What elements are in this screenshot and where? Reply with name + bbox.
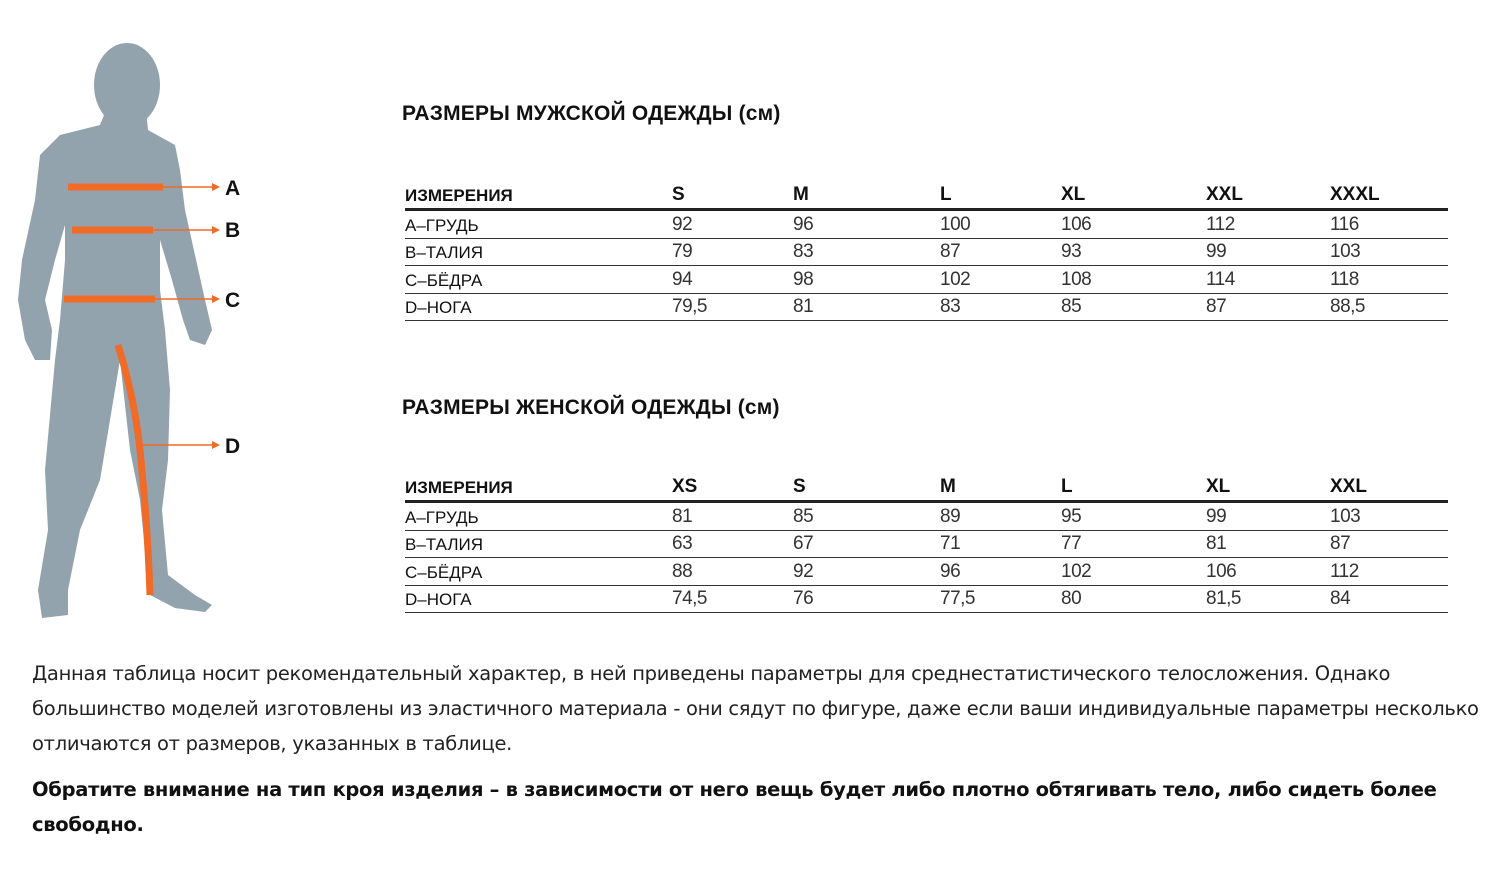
cell-value: 71 bbox=[940, 533, 961, 554]
cell-value: 81,5 bbox=[1206, 588, 1241, 609]
table-header-row: ИЗМЕРЕНИЯ S M L XL XXL XXXL bbox=[405, 184, 1448, 211]
measure-label: A–ГРУДЬ bbox=[405, 215, 479, 235]
cell-value: 85 bbox=[1061, 296, 1082, 317]
cell-value: 63 bbox=[672, 533, 693, 554]
header-size: S bbox=[672, 184, 685, 205]
header-measure: ИЗМЕРЕНИЯ bbox=[405, 478, 513, 497]
cell-value: 99 bbox=[1206, 505, 1227, 527]
arrow-icons bbox=[212, 183, 220, 449]
header-size: M bbox=[940, 476, 956, 497]
cell-value: 77 bbox=[1061, 533, 1082, 554]
cell-value: 103 bbox=[1330, 505, 1361, 527]
cell-value: 80 bbox=[1061, 588, 1082, 609]
body-silhouette bbox=[18, 43, 212, 618]
cell-value: 79,5 bbox=[672, 296, 707, 317]
header-size: L bbox=[940, 184, 952, 205]
label-a: A bbox=[225, 177, 240, 200]
cell-value: 88,5 bbox=[1330, 296, 1365, 317]
header-measure: ИЗМЕРЕНИЯ bbox=[405, 186, 513, 205]
cell-value: 74,5 bbox=[672, 588, 707, 609]
header-size: XL bbox=[1061, 184, 1086, 205]
measure-label: D–НОГА bbox=[405, 590, 472, 609]
cell-value: 84 bbox=[1330, 588, 1351, 609]
header-size: S bbox=[793, 476, 806, 497]
cell-value: 94 bbox=[672, 268, 693, 290]
cell-value: 116 bbox=[1330, 213, 1359, 235]
cell-value: 67 bbox=[793, 533, 814, 554]
cell-value: 79 bbox=[672, 241, 693, 262]
cell-value: 95 bbox=[1061, 505, 1082, 527]
cell-value: 112 bbox=[1330, 560, 1359, 582]
label-c: C bbox=[225, 289, 240, 312]
cell-value: 81 bbox=[1206, 533, 1227, 554]
table-row: C–БЁДРА 94 98 102 108 114 118 bbox=[405, 266, 1448, 294]
header-size: XL bbox=[1206, 476, 1231, 497]
cell-value: 87 bbox=[1330, 533, 1351, 554]
measurement-lines bbox=[64, 183, 212, 596]
table-row: D–НОГА 74,5 76 77,5 80 81,5 84 bbox=[405, 586, 1448, 613]
cell-value: 87 bbox=[940, 241, 961, 262]
cell-value: 93 bbox=[1061, 241, 1082, 262]
header-size: L bbox=[1061, 476, 1073, 497]
table-row: A–ГРУДЬ 81 85 89 95 99 103 bbox=[405, 503, 1448, 531]
note-paragraph: Данная таблица носит рекомендательный ха… bbox=[32, 662, 1479, 755]
measure-label: B–ТАЛИЯ bbox=[405, 535, 483, 554]
table-header-row: ИЗМЕРЕНИЯ XS S M L XL XXL bbox=[405, 476, 1448, 503]
cell-value: 102 bbox=[1061, 560, 1092, 582]
cell-value: 92 bbox=[672, 213, 693, 235]
cell-value: 83 bbox=[940, 296, 961, 317]
men-size-table: ИЗМЕРЕНИЯ S M L XL XXL XXXL A–ГРУДЬ 92 96 100 106 11… bbox=[405, 184, 1448, 321]
header-size: M bbox=[793, 184, 809, 205]
table-row: B–ТАЛИЯ 79 83 87 93 99 103 bbox=[405, 239, 1448, 266]
body-measurement-figure: A B C D bbox=[18, 43, 240, 618]
cell-value: 112 bbox=[1206, 213, 1235, 235]
cell-value: 106 bbox=[1206, 560, 1237, 582]
women-table-title: РАЗМЕРЫ ЖЕНСКОЙ ОДЕЖДЫ (см) bbox=[402, 396, 780, 419]
cell-value: 99 bbox=[1206, 241, 1227, 262]
cell-value: 106 bbox=[1061, 213, 1092, 235]
header-size: XXL bbox=[1206, 184, 1243, 205]
measure-label: A–ГРУДЬ bbox=[405, 507, 479, 527]
women-size-table: ИЗМЕРЕНИЯ XS S M L XL XXL A–ГРУДЬ 81 85 89 95 99 103 B… bbox=[405, 476, 1448, 613]
cell-value: 102 bbox=[940, 268, 971, 290]
note-bold-paragraph: Обратите внимание на тип кроя изделия – … bbox=[32, 778, 1437, 836]
cell-value: 83 bbox=[793, 241, 814, 262]
cell-value: 77,5 bbox=[940, 588, 975, 609]
cell-value: 118 bbox=[1330, 268, 1359, 290]
cell-value: 114 bbox=[1206, 268, 1235, 290]
cell-value: 100 bbox=[940, 213, 971, 235]
cell-value: 87 bbox=[1206, 296, 1227, 317]
cell-value: 96 bbox=[793, 213, 814, 235]
cell-value: 85 bbox=[793, 505, 814, 527]
table-row: D–НОГА 79,5 81 83 85 87 88,5 bbox=[405, 294, 1448, 321]
cell-value: 76 bbox=[793, 588, 814, 609]
table-row: A–ГРУДЬ 92 96 100 106 112 116 bbox=[405, 211, 1448, 239]
cell-value: 89 bbox=[940, 505, 961, 527]
measure-label: B–ТАЛИЯ bbox=[405, 243, 483, 262]
cell-value: 88 bbox=[672, 560, 693, 582]
cell-value: 98 bbox=[793, 268, 814, 290]
label-d: D bbox=[225, 435, 240, 458]
header-size: XXL bbox=[1330, 476, 1367, 497]
header-size: XS bbox=[672, 476, 698, 497]
cell-value: 92 bbox=[793, 560, 814, 582]
cell-value: 103 bbox=[1330, 241, 1361, 262]
cell-value: 81 bbox=[793, 296, 814, 317]
label-b: B bbox=[225, 219, 240, 242]
men-table-title: РАЗМЕРЫ МУЖСКОЙ ОДЕЖДЫ (см) bbox=[402, 102, 781, 125]
measure-label: D–НОГА bbox=[405, 298, 472, 317]
cell-value: 81 bbox=[672, 505, 693, 527]
measure-label: C–БЁДРА bbox=[405, 562, 483, 582]
header-size: XXXL bbox=[1330, 184, 1380, 205]
cell-value: 96 bbox=[940, 560, 961, 582]
table-row: B–ТАЛИЯ 63 67 71 77 81 87 bbox=[405, 531, 1448, 558]
measure-label: C–БЁДРА bbox=[405, 270, 483, 290]
table-row: C–БЁДРА 88 92 96 102 106 112 bbox=[405, 558, 1448, 586]
cell-value: 108 bbox=[1061, 268, 1092, 290]
